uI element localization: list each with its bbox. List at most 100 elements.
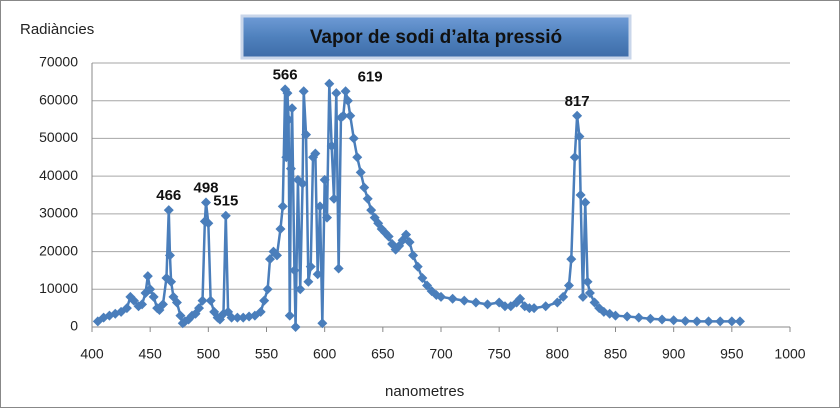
data-point — [166, 276, 177, 287]
data-point — [342, 95, 353, 106]
y-tick-label: 30000 — [39, 205, 78, 221]
data-point — [282, 88, 293, 99]
y-tick-label: 0 — [70, 318, 78, 334]
data-point — [340, 86, 351, 97]
data-point — [137, 299, 148, 310]
x-tick-label: 400 — [80, 346, 104, 362]
x-tick-label: 450 — [138, 346, 162, 362]
data-point — [321, 212, 332, 223]
y-tick-label: 10000 — [39, 280, 78, 296]
data-point — [175, 310, 186, 321]
data-point — [540, 301, 551, 312]
data-point — [574, 131, 585, 142]
data-point — [552, 297, 563, 308]
data-point — [691, 316, 702, 327]
data-point — [301, 129, 312, 140]
x-tick-label: 600 — [313, 346, 337, 362]
title-box — [240, 14, 632, 60]
data-point — [310, 148, 321, 159]
y-tick-label: 50000 — [39, 129, 78, 145]
x-tick-label: 500 — [197, 346, 221, 362]
data-point — [563, 280, 574, 291]
x-tick-label: 550 — [255, 346, 279, 362]
data-point — [515, 293, 526, 304]
x-tick-label: 1000 — [774, 346, 805, 362]
data-point — [633, 312, 644, 323]
data-point — [577, 291, 588, 302]
data-point — [622, 311, 633, 322]
data-point — [305, 261, 316, 272]
data-point — [569, 152, 580, 163]
x-tick-label: 700 — [429, 346, 453, 362]
data-point — [148, 291, 159, 302]
data-point — [529, 303, 540, 314]
data-point — [499, 301, 510, 312]
data-point — [558, 291, 569, 302]
data-point — [163, 205, 174, 216]
data-point — [194, 303, 205, 314]
data-point — [352, 152, 363, 163]
data-point — [412, 261, 423, 272]
data-point — [401, 229, 412, 240]
y-tick-label: 40000 — [39, 167, 78, 183]
data-point — [303, 276, 314, 287]
data-point — [726, 316, 737, 327]
data-point — [298, 86, 309, 97]
data-point — [319, 174, 330, 185]
data-point — [417, 272, 428, 283]
data-point — [121, 303, 132, 314]
data-point — [295, 284, 306, 295]
data-point — [345, 110, 356, 121]
data-point — [610, 310, 621, 321]
data-point — [582, 276, 593, 287]
y-tick-label: 20000 — [39, 242, 78, 258]
data-point — [668, 315, 679, 326]
data-point — [338, 110, 349, 121]
annotation: 619 — [358, 68, 383, 85]
data-point — [331, 88, 342, 99]
data-point — [290, 322, 301, 332]
y-axis-label: Radiàncies — [20, 21, 94, 38]
data-point — [232, 312, 243, 323]
data-point — [275, 223, 286, 234]
data-point — [348, 133, 359, 144]
annotation: 466 — [156, 187, 181, 204]
chart-title: Vapor de sodi d’alta pressió — [310, 27, 562, 48]
data-point — [408, 250, 419, 261]
data-point — [287, 103, 298, 114]
annotation: 498 — [193, 180, 218, 197]
data-point — [205, 295, 216, 306]
data-point — [566, 254, 577, 265]
data-point — [220, 210, 231, 221]
data-point — [264, 254, 275, 265]
data-point — [645, 313, 656, 324]
data-point — [333, 263, 344, 274]
data-point — [404, 237, 415, 248]
data-point — [355, 167, 366, 178]
data-point — [422, 280, 433, 291]
data-point — [284, 310, 295, 321]
data-point — [715, 316, 726, 327]
x-tick-label: 900 — [662, 346, 686, 362]
data-point — [324, 78, 335, 89]
data-point — [436, 291, 446, 302]
data-point — [271, 250, 282, 261]
data-point — [164, 250, 175, 261]
data-point — [157, 299, 168, 310]
data-point — [703, 316, 714, 327]
annotation: 566 — [273, 66, 298, 83]
x-tick-label: 650 — [371, 346, 395, 362]
data-point — [197, 295, 208, 306]
data-point — [283, 114, 294, 125]
x-axis-label: nanometres — [385, 383, 464, 400]
data-point — [680, 315, 691, 326]
data-point — [289, 265, 300, 276]
data-point — [259, 295, 270, 306]
data-point — [317, 318, 328, 329]
data-point — [297, 178, 308, 189]
data-point — [470, 297, 481, 308]
annotation: 817 — [565, 93, 590, 110]
data-point — [328, 193, 339, 204]
